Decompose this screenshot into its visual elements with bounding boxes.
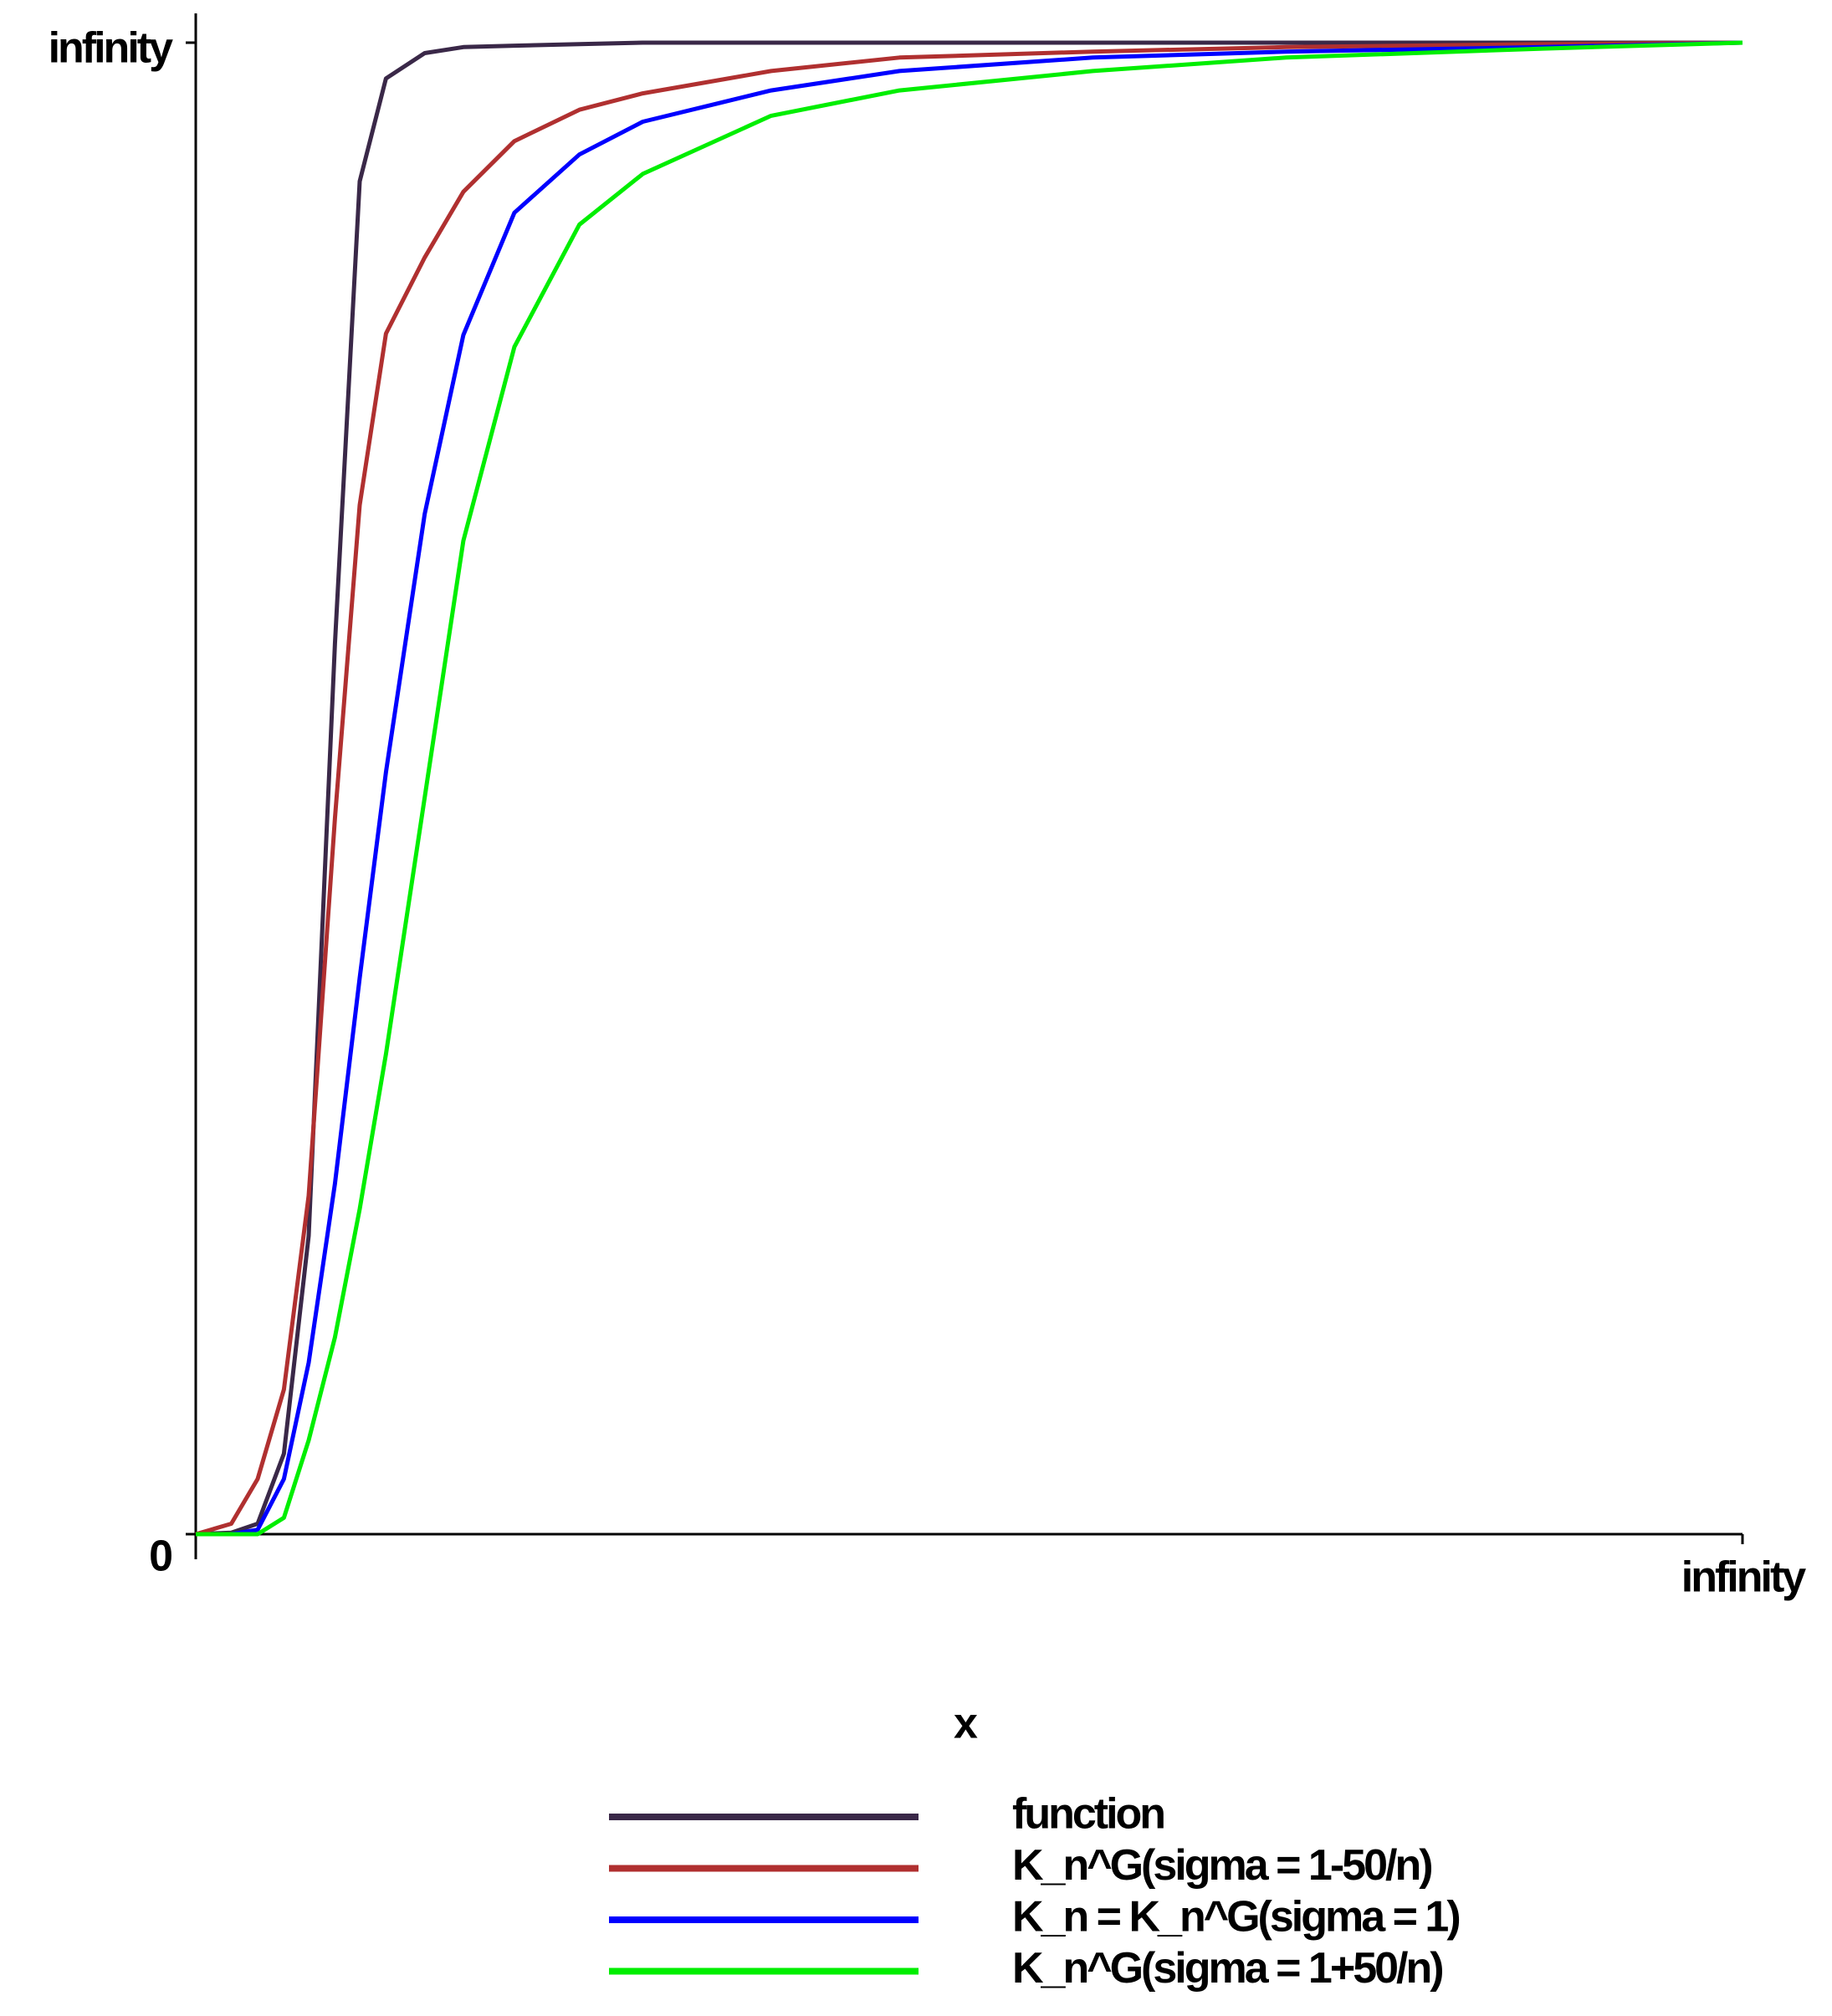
series-line <box>195 40 1743 1537</box>
y-tick-label: infinity <box>49 24 174 73</box>
x-axis-label: x <box>954 1700 978 1748</box>
legend-label: K_n^G(sigma = 1-50/n) <box>1012 1841 1431 1890</box>
x-tick-label: infinity <box>1681 1553 1807 1602</box>
series-line <box>195 40 1742 1537</box>
legend-label: function <box>1012 1790 1164 1839</box>
series-line <box>196 40 1743 1537</box>
legend-label: K_n = K_n^G(sigma = 1) <box>1012 1893 1459 1942</box>
legend-label: K_n^G(sigma = 1+50/n) <box>1012 1944 1442 1993</box>
series-line <box>196 40 1743 1537</box>
y-tick-label: 0 <box>149 1532 171 1581</box>
